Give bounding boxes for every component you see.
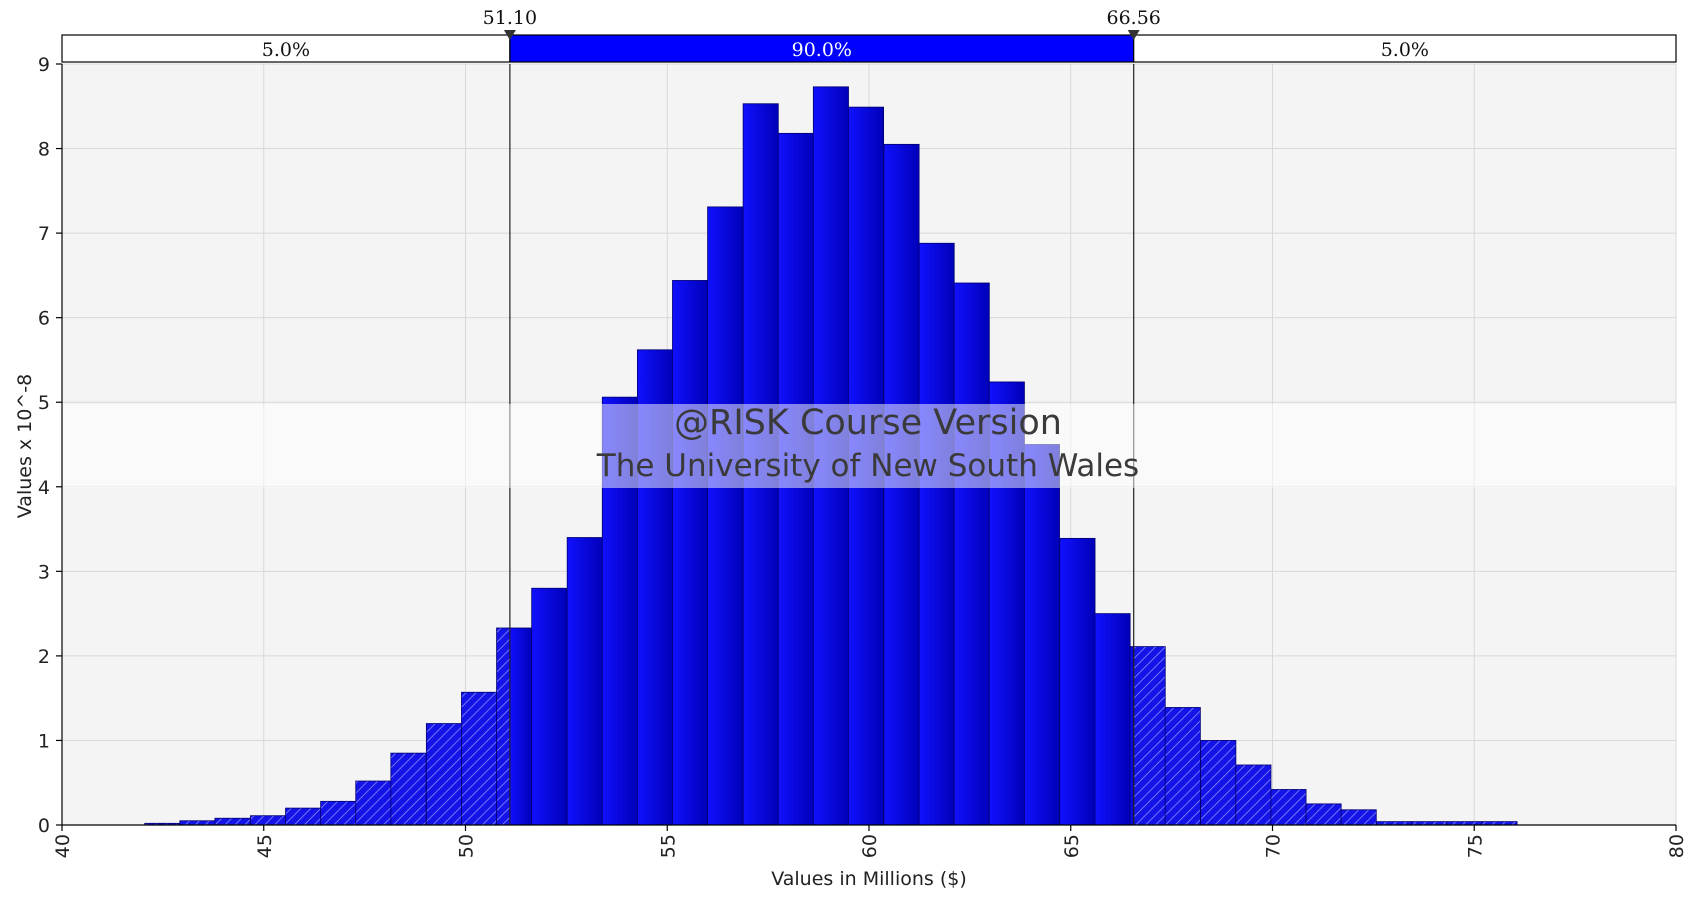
delimiter-band-right <box>1133 34 1677 63</box>
histogram-bar <box>1059 537 1096 826</box>
y-tick-label: 9 <box>38 54 50 76</box>
histogram-bar <box>285 807 322 826</box>
middle-percent: 90.0% <box>792 39 852 61</box>
histogram-bar <box>1340 809 1377 826</box>
histogram-bar <box>672 280 709 826</box>
histogram-bar <box>320 800 357 826</box>
histogram-bar <box>1305 803 1342 826</box>
y-tick-label: 7 <box>38 223 50 245</box>
x-tick-label: 40 <box>52 834 74 858</box>
histogram-bar <box>566 537 603 826</box>
x-tick-label: 50 <box>456 834 478 858</box>
x-axis-ticks: 40 45 50 55 60 65 70 75 80 <box>52 825 1688 858</box>
y-tick-label: 0 <box>38 815 50 837</box>
histogram-bar <box>1133 646 1166 826</box>
x-axis-title: Values in Millions ($) <box>771 868 967 890</box>
right-tail-percent: 5.0% <box>1381 39 1429 61</box>
histogram-bar <box>1200 740 1237 826</box>
watermark: @RISK Course Version The University of N… <box>62 403 1676 488</box>
histogram-bar <box>918 242 955 826</box>
histogram-bar <box>461 691 498 826</box>
histogram-bar <box>250 815 287 826</box>
histogram-bar <box>179 820 216 826</box>
histogram-bar <box>531 587 568 826</box>
histogram-bar <box>425 723 462 826</box>
y-axis-title: Values x 10^-8 <box>14 374 36 518</box>
x-tick-label: 60 <box>859 834 881 858</box>
x-tick-label: 75 <box>1464 834 1486 858</box>
y-axis-ticks: 0 1 2 3 4 5 6 7 8 9 <box>38 54 62 837</box>
histogram-bar <box>707 206 744 826</box>
histogram-bar <box>1270 789 1307 826</box>
histogram-bar <box>1094 613 1131 826</box>
y-tick-label: 1 <box>38 730 50 752</box>
left-delimiter-value: 51.10 <box>483 7 537 29</box>
delimiter-band-left <box>61 34 511 63</box>
histogram-bar <box>1023 444 1060 826</box>
x-tick-label: 55 <box>657 834 679 858</box>
y-tick-label: 4 <box>38 477 50 499</box>
watermark-band <box>62 404 1676 488</box>
histogram-bar <box>214 817 251 826</box>
histogram-bar <box>355 780 392 826</box>
y-tick-label: 2 <box>38 646 50 668</box>
histogram-bar <box>953 282 990 826</box>
histogram-bar <box>390 752 427 826</box>
right-delimiter-handle-icon[interactable] <box>1127 30 1140 40</box>
y-tick-label: 5 <box>38 392 50 414</box>
left-tail-percent: 5.0% <box>262 39 310 61</box>
histogram-bar <box>496 627 511 826</box>
x-tick-label: 70 <box>1263 834 1285 858</box>
delimiter-bar[interactable]: 5.0% 90.0% 5.0% 51.10 66.56 <box>61 7 1677 63</box>
watermark-line2: The University of New South Wales <box>596 448 1139 484</box>
right-delimiter-value: 66.56 <box>1106 7 1160 29</box>
histogram-bar <box>1164 707 1201 826</box>
y-tick-label: 6 <box>38 308 50 330</box>
histogram-bars <box>144 86 1518 826</box>
x-tick-label: 65 <box>1061 834 1083 858</box>
histogram-bar <box>509 627 533 826</box>
watermark-line1: @RISK Course Version <box>674 403 1062 443</box>
y-tick-label: 8 <box>38 139 50 161</box>
left-delimiter-handle-icon[interactable] <box>503 30 516 40</box>
x-tick-label: 80 <box>1666 834 1688 858</box>
histogram-bar <box>1235 764 1272 826</box>
x-tick-label: 45 <box>254 834 276 858</box>
y-tick-label: 3 <box>38 561 50 583</box>
